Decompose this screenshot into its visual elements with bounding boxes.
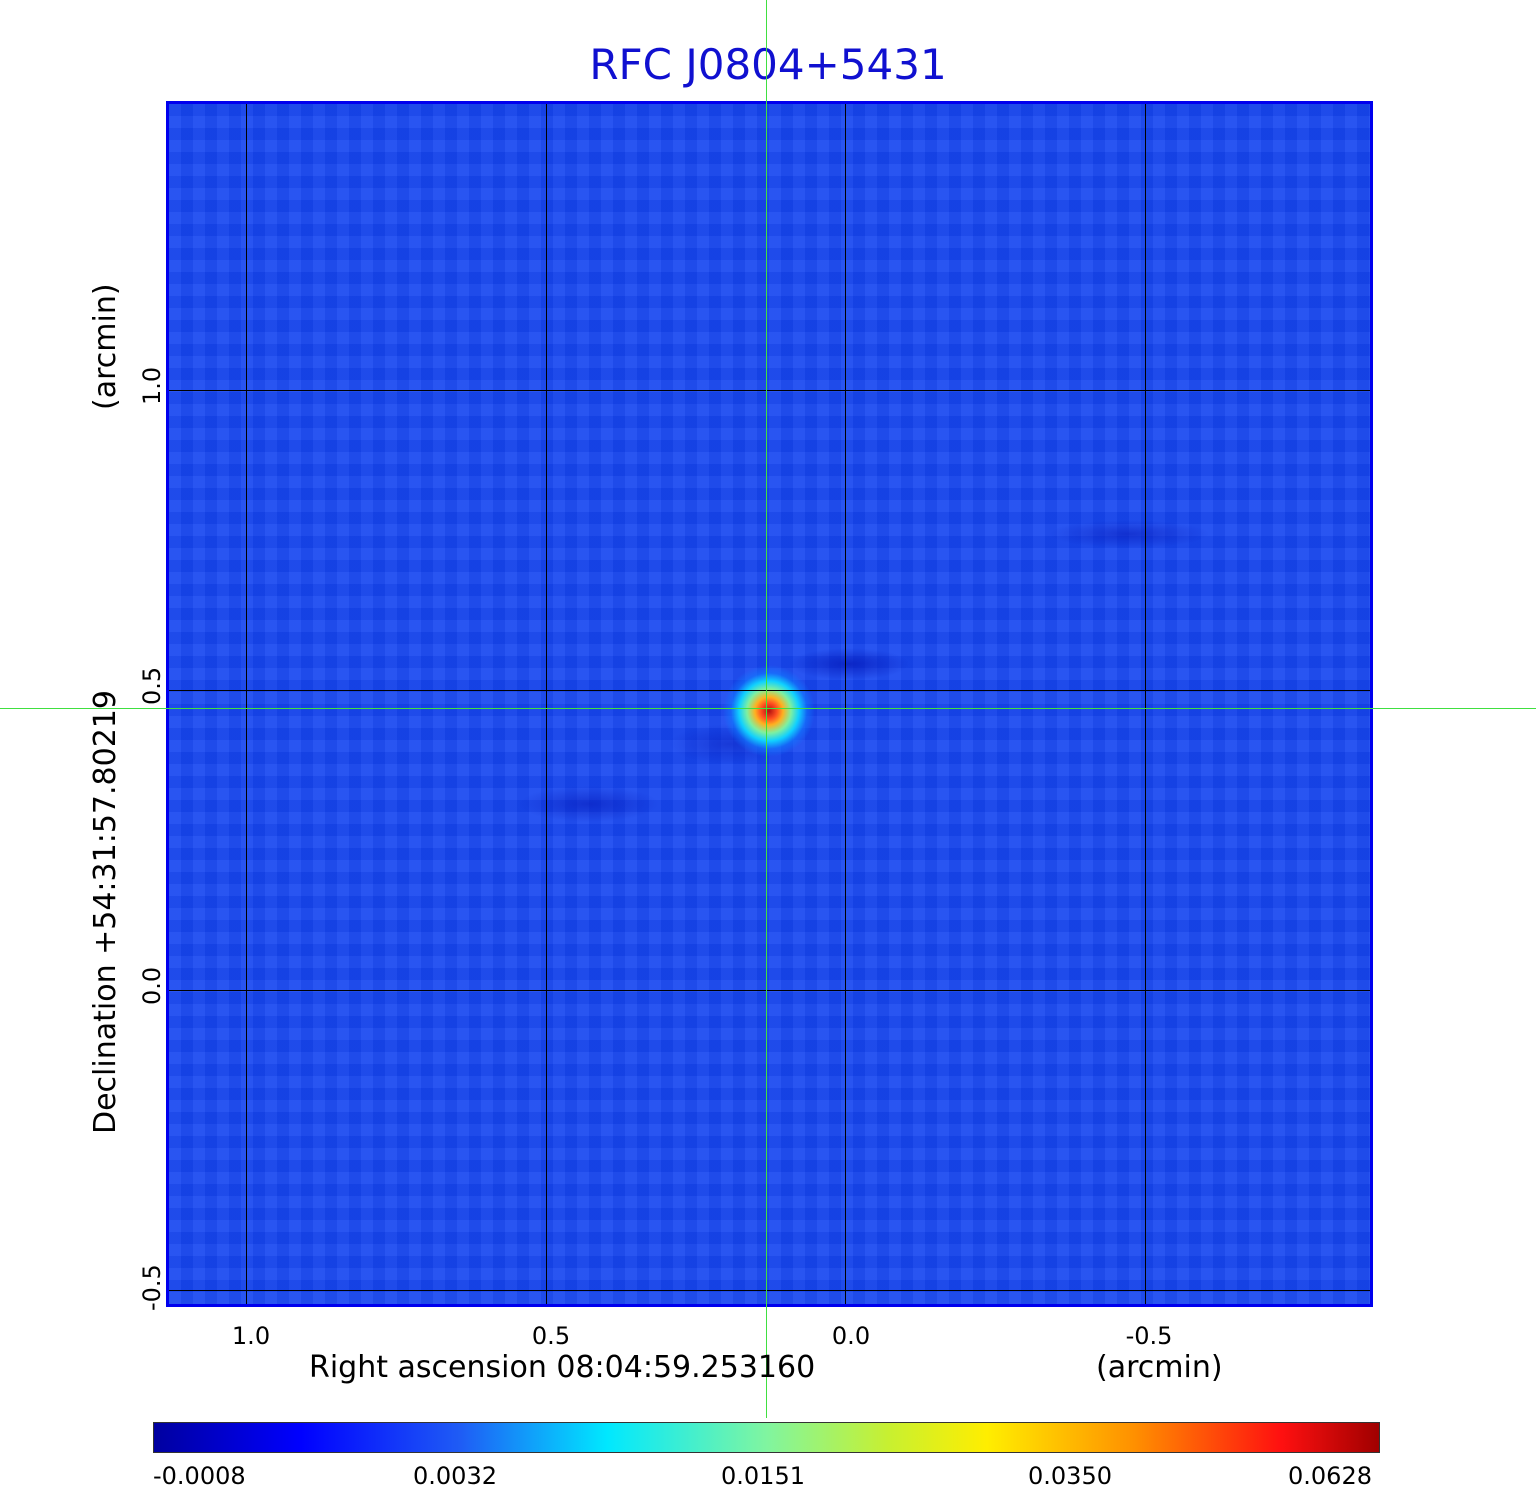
grid-line-ra-minus-0.5 (1145, 104, 1146, 1304)
grid-line-dec-minus-0.5 (169, 1290, 1370, 1291)
colorbar-tick-label: 0.0151 (721, 1462, 805, 1490)
y-tick-label: 1.0 (138, 366, 166, 405)
x-tick-label: -0.5 (1125, 1322, 1173, 1350)
crosshair-horizontal (0, 708, 1536, 709)
y-axis-label: Declination +54:31:57.80219 (88, 690, 123, 1134)
y-tick-label: -0.5 (138, 1264, 166, 1311)
x-axis-unit: (arcmin) (1096, 1350, 1223, 1385)
colorbar-tick-label: 0.0032 (413, 1462, 497, 1490)
colorbar-tick-label: -0.0008 (153, 1462, 246, 1490)
x-tick-label: 1.0 (231, 1322, 271, 1350)
image-title: RFC J0804+5431 (589, 40, 947, 89)
grid-line-ra-1.0 (246, 104, 247, 1304)
grid-line-dec-0.5 (169, 690, 1370, 691)
colorbar-tick-label: 0.0628 (1288, 1462, 1372, 1490)
grid-line-dec-0.0 (169, 990, 1370, 991)
radio-image (166, 101, 1373, 1307)
crosshair-vertical (766, 0, 767, 1418)
grid-line-dec-1.0 (169, 390, 1370, 391)
x-tick-label: 0.5 (531, 1322, 571, 1350)
y-axis-unit: (arcmin) (88, 283, 123, 410)
grid-line-ra-0.0 (845, 104, 846, 1304)
y-tick-label: 0.0 (138, 966, 166, 1005)
y-tick-label: 0.5 (138, 666, 166, 705)
grid-line-ra-0.5 (546, 104, 547, 1304)
colorbar-tick-label: 0.0350 (1028, 1462, 1112, 1490)
x-tick-label: 0.0 (831, 1322, 871, 1350)
x-axis-label: Right ascension 08:04:59.253160 (309, 1350, 816, 1385)
colorbar (153, 1422, 1380, 1453)
